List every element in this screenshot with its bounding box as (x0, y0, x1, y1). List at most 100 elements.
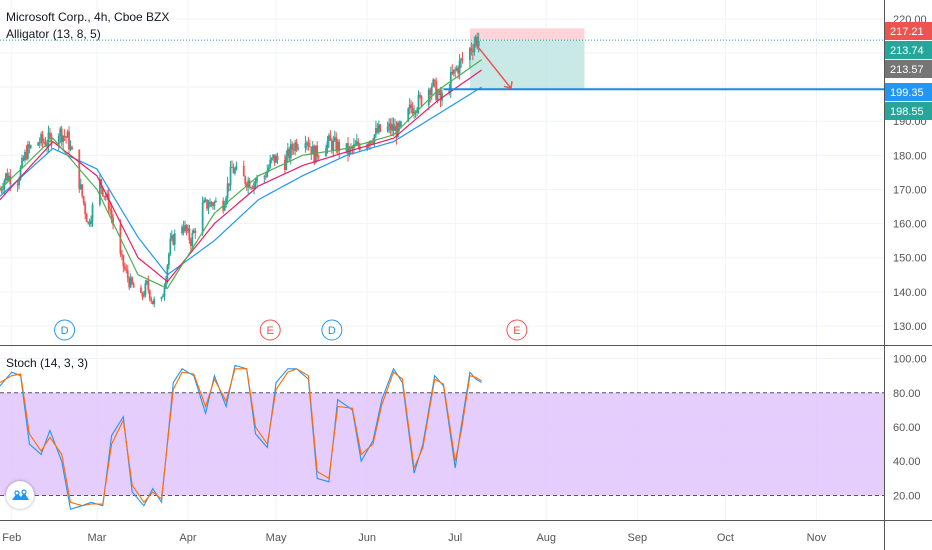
candle-body (291, 144, 294, 150)
candle-body (419, 94, 421, 97)
candle-body (79, 184, 82, 190)
candle-body (47, 132, 50, 146)
candle-body (226, 183, 229, 198)
candle-body (429, 89, 432, 95)
candle-body (377, 124, 380, 133)
stoch-tick-label: 60.00 (893, 422, 921, 434)
candle-body (41, 134, 44, 142)
candle-body (144, 283, 147, 296)
candle-body (150, 298, 153, 301)
candle-body (62, 135, 65, 142)
candle-body (104, 195, 107, 198)
candle-body (65, 136, 67, 138)
candle-body (160, 297, 163, 300)
dividend-label: D (61, 325, 69, 337)
drawings (0, 39, 932, 91)
profit-target-zone (469, 40, 585, 90)
candle-body (167, 253, 170, 266)
candle-body (329, 135, 332, 141)
projection-arrow (475, 43, 512, 89)
candle-body (297, 148, 299, 150)
candle-body (439, 90, 442, 101)
candle-body (288, 148, 291, 159)
candle-body (19, 167, 22, 180)
candle-body (59, 128, 62, 137)
time-tick-label: Aug (536, 532, 556, 544)
candle-body (310, 146, 313, 155)
time-tick-label: Oct (717, 532, 734, 544)
candle-body (201, 202, 204, 233)
candle-body (120, 253, 123, 256)
alligator-jaw-line (0, 86, 482, 276)
candle-body (191, 232, 194, 246)
candle-body (194, 230, 197, 233)
candle-body (399, 121, 402, 127)
candle-body (185, 225, 188, 231)
candle-body (457, 67, 460, 74)
candle-body (392, 124, 395, 131)
candle-body (307, 142, 310, 146)
stoch-band (0, 392, 884, 496)
candle-body (57, 136, 60, 146)
candle-body (206, 199, 208, 209)
candle-body (49, 132, 51, 135)
candle-body (458, 60, 461, 74)
candle-body (234, 169, 236, 174)
candle-body (367, 144, 370, 146)
candle-body (350, 147, 352, 149)
candle-body (29, 145, 32, 148)
candle-body (451, 71, 454, 74)
candle-body (212, 203, 214, 206)
candle-body (332, 140, 335, 151)
time-tick-label: Apr (179, 532, 196, 544)
candle-body (314, 145, 317, 164)
candle-body (147, 280, 150, 291)
candle-body (188, 228, 191, 241)
candle-body (295, 142, 298, 150)
candle-body (272, 154, 275, 158)
price-tag (885, 60, 932, 78)
candle-body (225, 197, 228, 205)
candle-body (328, 135, 330, 142)
candle-body (143, 295, 145, 297)
candle-body (128, 278, 131, 288)
time-tick-label: May (266, 532, 287, 544)
candle-body (441, 93, 443, 101)
candle-body (140, 287, 142, 293)
stochastic-pane (0, 364, 884, 510)
candle-body (213, 202, 216, 206)
candle-body (289, 144, 292, 159)
alligator-lines (0, 59, 482, 290)
candle-body (27, 144, 29, 159)
candle-body (326, 141, 329, 149)
candle-body (313, 145, 316, 164)
candle-body (207, 206, 210, 209)
candle-body (132, 283, 135, 288)
candle-body (151, 300, 154, 305)
candle-body (433, 79, 436, 81)
candle-body (98, 179, 101, 205)
candle-body (145, 280, 148, 284)
candle-body (90, 220, 92, 225)
candle-body (461, 58, 464, 61)
candle-body (354, 144, 357, 146)
alligator-lips-line (0, 59, 482, 290)
candle-body (316, 145, 319, 157)
candle-body (294, 142, 297, 151)
candle-body (125, 268, 128, 271)
earnings-label: E (513, 325, 520, 337)
time-tick-label: Feb (2, 532, 21, 544)
time-tick-label: Jun (358, 532, 376, 544)
candle-body (91, 204, 94, 221)
tradingview-logo-button[interactable] (6, 481, 34, 509)
candle-body (25, 152, 28, 159)
candle-body (101, 188, 104, 196)
candle-body (112, 217, 114, 225)
candle-body (292, 149, 295, 151)
candle-body (244, 176, 247, 184)
candle-body (373, 134, 376, 143)
candle-body (411, 108, 414, 114)
